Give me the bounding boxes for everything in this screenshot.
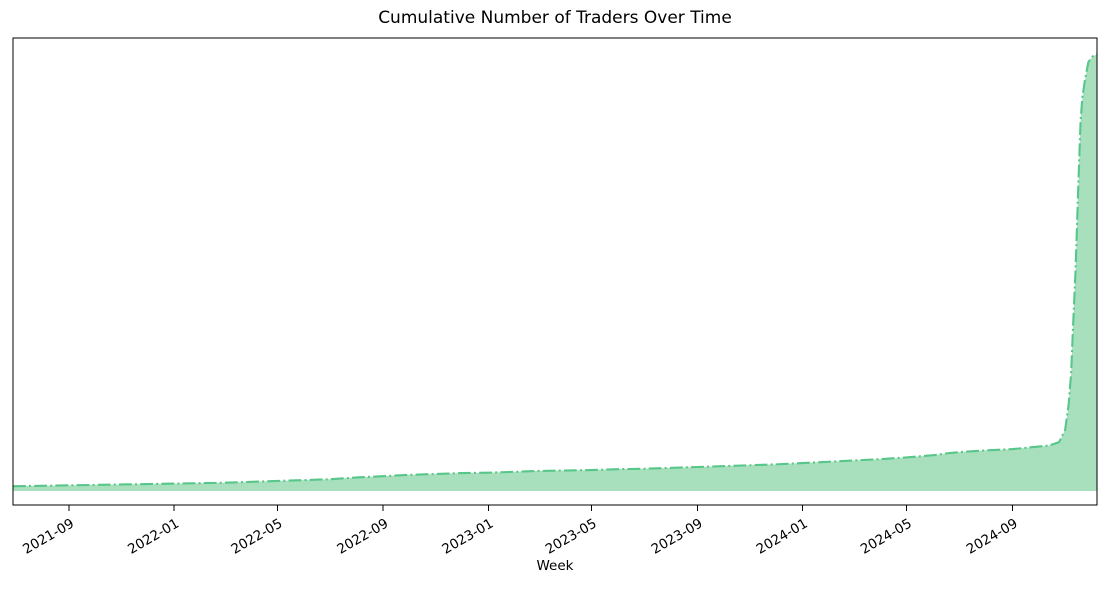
x-tick-label: 2024-01: [754, 516, 811, 558]
area-fill: [13, 54, 1097, 492]
x-axis-label: Week: [536, 558, 574, 574]
x-tick-label: 2023-05: [543, 516, 600, 558]
x-tick-label: 2024-05: [858, 516, 915, 558]
x-tick-label: 2021-09: [20, 516, 77, 558]
x-tick-label: 2023-01: [439, 516, 496, 558]
chart-title: Cumulative Number of Traders Over Time: [378, 8, 732, 28]
trend-line: [12, 53, 1098, 488]
x-tick-label: 2024-09: [964, 516, 1021, 558]
x-tick-label: 2022-09: [334, 516, 391, 558]
plot-border: [12, 37, 1098, 506]
x-tick-label: 2022-01: [125, 516, 182, 558]
x-tick-label: 2023-09: [649, 516, 706, 558]
x-tick-label: 2022-05: [228, 516, 285, 558]
